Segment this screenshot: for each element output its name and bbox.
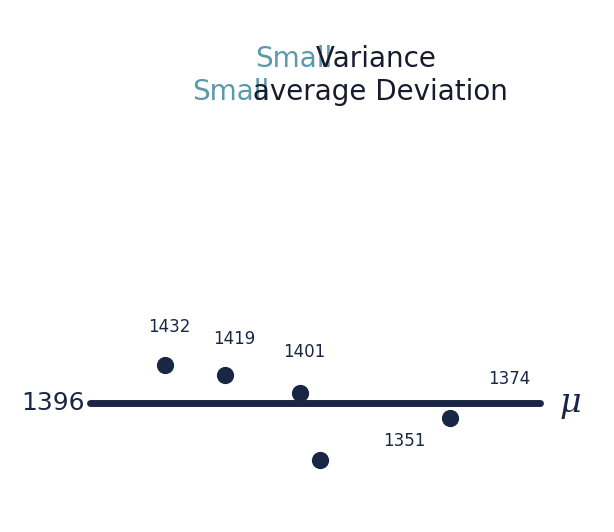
Point xyxy=(445,414,455,422)
Text: average Deviation: average Deviation xyxy=(244,78,508,106)
Text: 1396: 1396 xyxy=(21,391,85,415)
Point xyxy=(315,456,325,464)
Text: 1419: 1419 xyxy=(213,330,255,348)
Text: 1351: 1351 xyxy=(383,432,426,450)
Text: 1401: 1401 xyxy=(283,343,325,361)
Text: μ: μ xyxy=(559,387,581,419)
Text: 1432: 1432 xyxy=(148,318,190,336)
Text: 1374: 1374 xyxy=(488,370,530,388)
Point xyxy=(295,389,305,397)
Point xyxy=(220,371,230,379)
Point xyxy=(160,361,170,369)
Text: Small: Small xyxy=(255,45,332,73)
Text: Variance: Variance xyxy=(307,45,436,73)
Text: Small: Small xyxy=(192,78,270,106)
